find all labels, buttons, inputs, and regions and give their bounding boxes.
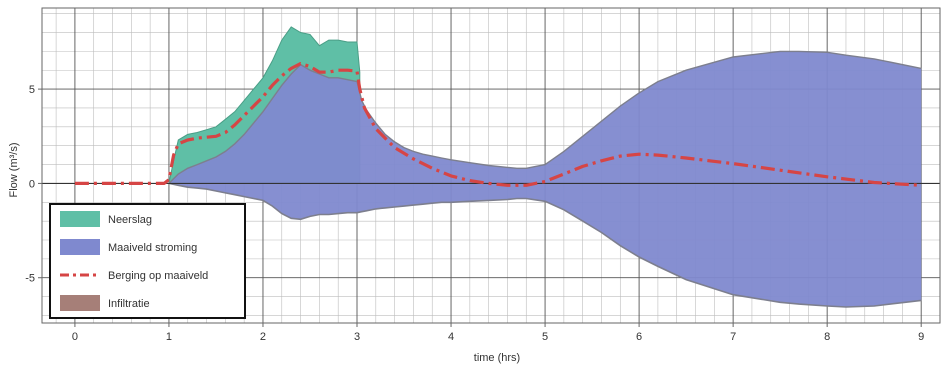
y-axis-title: Flow (m³/s) [8, 143, 20, 198]
legend-swatch-infiltratie [60, 295, 100, 311]
x-axis-title: time (hrs) [474, 352, 520, 364]
series-layer [42, 26, 940, 308]
maaiveld-stroming-upper-edge [168, 50, 922, 184]
legend: Neerslag Maaiveld stroming Berging op maai… [49, 203, 246, 319]
y-tick-label: 5 [29, 84, 35, 96]
legend-label: Berging op maaiveld [108, 270, 208, 282]
x-tick-label: 7 [730, 331, 736, 343]
legend-label: Infiltratie [108, 298, 150, 310]
x-tick-label: 3 [354, 331, 360, 343]
legend-label: Neerslag [108, 214, 152, 226]
x-tick-label: 2 [260, 331, 266, 343]
x-tick-label: 9 [918, 331, 924, 343]
berging-op-maaiveld-line [74, 62, 922, 187]
x-tick-label: 0 [72, 331, 78, 343]
maaiveld-stroming-lower-edge [168, 182, 922, 308]
legend-swatch-neerslag [60, 211, 100, 227]
y-tick-label: 0 [29, 178, 35, 190]
x-tick-label: 1 [166, 331, 172, 343]
x-tick-label: 4 [448, 331, 454, 343]
maaiveld-stroming-area [168, 51, 922, 308]
plot-frame [41, 7, 941, 324]
legend-swatch-maaiveld-stroming [60, 239, 100, 255]
x-tick-label: 5 [542, 331, 548, 343]
x-tick-label: 8 [824, 331, 830, 343]
y-tick-label: -5 [25, 273, 35, 285]
legend-label: Maaiveld stroming [108, 242, 197, 254]
x-tick-label: 6 [636, 331, 642, 343]
axes-layer: 0 1 2 3 4 5 6 7 8 9 -5 0 5 [25, 7, 941, 343]
